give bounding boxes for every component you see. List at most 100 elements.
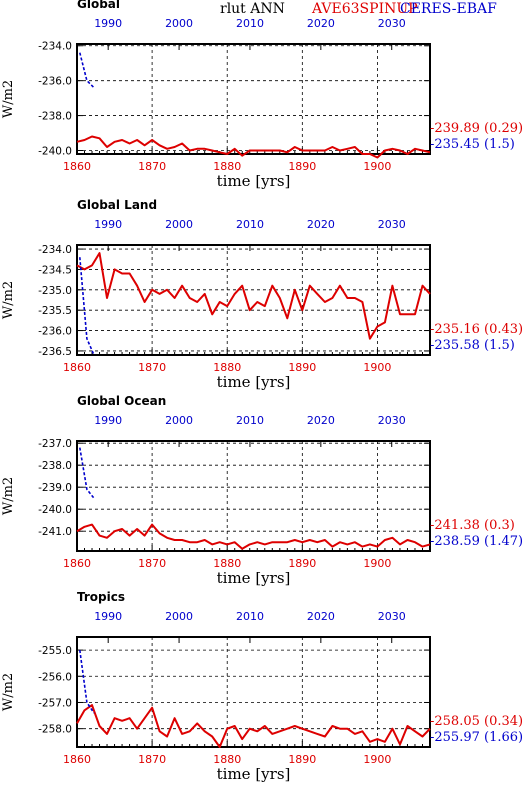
model-summary: -258.05 (0.34) xyxy=(430,714,523,729)
x-tick-label: 1870 xyxy=(138,160,166,173)
y-axis-title: W/m2 xyxy=(1,477,16,515)
top-tick-label: 2030 xyxy=(378,610,406,623)
top-tick-label: 2020 xyxy=(307,414,335,427)
y-axis-title: W/m2 xyxy=(1,673,16,711)
y-tick-label: -237.0 xyxy=(38,438,72,450)
panel-title: Global Land xyxy=(77,198,157,212)
top-tick-label: 1990 xyxy=(94,218,122,231)
x-tick-label: 1870 xyxy=(138,557,166,570)
top-tick-label: 2010 xyxy=(236,414,264,427)
x-tick-label: 1890 xyxy=(288,361,316,374)
x-tick-label: 1860 xyxy=(63,753,91,766)
model-series-line xyxy=(76,135,431,159)
top-tick-label: 2000 xyxy=(165,610,193,623)
model-series-line xyxy=(76,252,431,340)
panel-title: Global xyxy=(77,0,120,11)
plot-frame xyxy=(76,440,431,552)
x-tick-label: 1890 xyxy=(288,160,316,173)
obs-series-line xyxy=(79,447,95,499)
x-tick-label: 1870 xyxy=(138,361,166,374)
x-axis-title: time [yrs] xyxy=(217,765,291,783)
y-axis-title: W/m2 xyxy=(1,80,16,118)
y-tick-label: -257.0 xyxy=(38,697,72,709)
obs-series-line xyxy=(79,52,95,89)
top-tick-label: 2030 xyxy=(378,414,406,427)
y-axis-title: W/m2 xyxy=(1,281,16,319)
y-tick-label: -255.0 xyxy=(38,645,72,657)
y-tick-label: -234.0 xyxy=(38,244,72,256)
top-tick-label: 1990 xyxy=(94,17,122,30)
obs-label: CERES-EBAF xyxy=(400,1,497,17)
top-tick-label: 2010 xyxy=(236,218,264,231)
plot-frame xyxy=(76,43,431,155)
top-tick-label: 2030 xyxy=(378,218,406,231)
x-axis-title: time [yrs] xyxy=(217,373,291,391)
y-tick-label: -241.0 xyxy=(38,526,72,538)
x-tick-label: 1860 xyxy=(63,160,91,173)
y-tick-label: -240.0 xyxy=(38,504,72,516)
x-tick-label: 1890 xyxy=(288,753,316,766)
y-tick-label: -238.0 xyxy=(38,460,72,472)
obs-summary: -235.45 (1.5) xyxy=(430,137,515,152)
y-tick-label: -239.0 xyxy=(38,482,72,494)
y-tick-label: -234.5 xyxy=(38,264,72,276)
x-tick-label: 1880 xyxy=(213,753,241,766)
x-tick-label: 1880 xyxy=(213,361,241,374)
y-tick-label: -235.5 xyxy=(38,305,72,317)
model-series-line xyxy=(76,704,431,748)
x-tick-label: 1880 xyxy=(213,160,241,173)
y-tick-label: -258.0 xyxy=(38,724,72,736)
top-tick-label: 2020 xyxy=(307,610,335,623)
top-tick-label: 1990 xyxy=(94,610,122,623)
obs-series-line xyxy=(79,257,95,356)
y-tick-label: -240.0 xyxy=(38,146,72,158)
variable-label: rlut ANN xyxy=(220,1,285,17)
y-tick-label: -236.0 xyxy=(38,76,72,88)
chart-panel: Tropics 1860 1870 1880 1890 1900 time [yrs] 199… xyxy=(1,590,523,783)
obs-series-line xyxy=(79,649,95,714)
y-tick-label: -256.0 xyxy=(38,671,72,683)
x-tick-label: 1870 xyxy=(138,753,166,766)
plot-frame xyxy=(76,244,431,356)
panels: Global 1860 1870 1880 1890 1900 time [yrs] 1990… xyxy=(1,0,523,783)
chart-panel: Global 1860 1870 1880 1890 1900 time [yrs] 1990… xyxy=(1,0,523,190)
obs-summary: -238.59 (1.47) xyxy=(430,534,523,549)
y-tick-label: -236.5 xyxy=(38,346,72,358)
model-summary: -239.89 (0.29) xyxy=(430,121,523,136)
top-tick-label: 2010 xyxy=(236,17,264,30)
x-axis-title: time [yrs] xyxy=(217,172,291,190)
x-tick-label: 1900 xyxy=(363,753,391,766)
obs-summary: -255.97 (1.66) xyxy=(430,730,523,745)
chart-panel: Global Land 1860 1870 1880 1890 1900 time [yrs… xyxy=(1,198,523,391)
chart-panel: Global Ocean 1860 1870 1880 1890 1900 time [yr… xyxy=(1,394,523,587)
plot-frame xyxy=(76,636,431,748)
header: rlut ANN AVE63SPINUP CERES-EBAF xyxy=(220,1,497,17)
top-tick-label: 2020 xyxy=(307,218,335,231)
top-tick-label: 1990 xyxy=(94,414,122,427)
y-tick-label: -238.0 xyxy=(38,111,72,123)
top-tick-label: 2000 xyxy=(165,17,193,30)
top-tick-label: 2000 xyxy=(165,414,193,427)
model-summary: -241.38 (0.3) xyxy=(430,518,515,533)
top-tick-label: 2010 xyxy=(236,610,264,623)
top-tick-label: 2000 xyxy=(165,218,193,231)
y-tick-label: -234.0 xyxy=(38,41,72,53)
top-tick-label: 2030 xyxy=(378,17,406,30)
model-series-line xyxy=(76,523,431,550)
x-tick-label: 1880 xyxy=(213,557,241,570)
x-tick-label: 1860 xyxy=(63,361,91,374)
x-tick-label: 1900 xyxy=(363,160,391,173)
x-tick-label: 1890 xyxy=(288,557,316,570)
panel-title: Tropics xyxy=(77,590,125,604)
x-tick-label: 1900 xyxy=(363,361,391,374)
x-axis-title: time [yrs] xyxy=(217,569,291,587)
panel-title: Global Ocean xyxy=(77,394,166,408)
y-tick-label: -235.0 xyxy=(38,285,72,297)
y-tick-label: -236.0 xyxy=(38,326,72,338)
model-label: AVE63SPINUP xyxy=(311,1,418,17)
model-summary: -235.16 (0.43) xyxy=(430,322,523,337)
obs-summary: -235.58 (1.5) xyxy=(430,338,515,353)
top-tick-label: 2020 xyxy=(307,17,335,30)
x-tick-label: 1860 xyxy=(63,557,91,570)
